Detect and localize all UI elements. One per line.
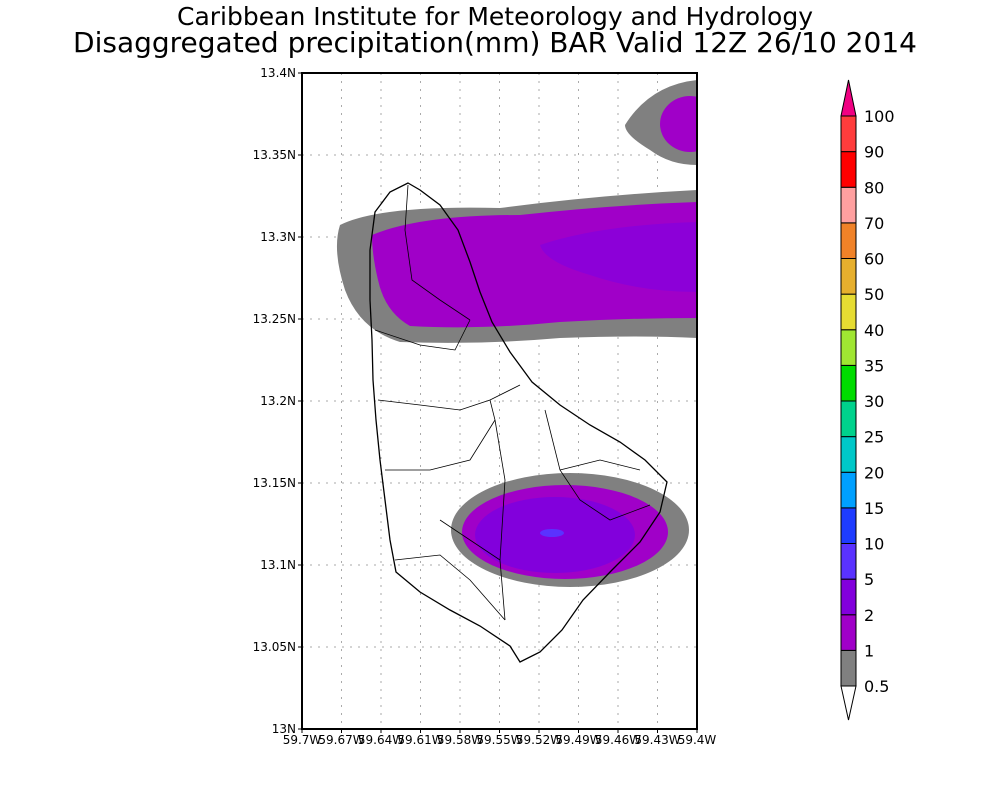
x-tick-label: 59.55W — [476, 733, 522, 747]
colorbar-box — [840, 293, 857, 331]
colorbar-label: 40 — [864, 321, 884, 340]
precip-fields — [336, 80, 697, 587]
colorbar-label: 2 — [864, 606, 874, 625]
barbados-coastline — [369, 182, 668, 663]
colorbar-label: 30 — [864, 392, 884, 411]
colorbar-box — [840, 329, 857, 366]
colorbar-label: 1 — [864, 641, 874, 660]
y-tick-label: 13.15N — [253, 476, 296, 490]
parish-boundaries — [374, 184, 651, 621]
colorbar-box — [840, 543, 857, 580]
colorbar-box — [840, 364, 857, 402]
y-tick-label: 13.3N — [260, 230, 296, 244]
colorbar-max-arrow — [840, 79, 857, 117]
x-tick-label: 59.52W — [516, 733, 562, 747]
precip-south-5-10 — [540, 529, 564, 537]
y-axis-ticks: 13N 13.05N 13.1N 13.15N 13.2N 13.25N 13.3N 13.3… — [253, 66, 302, 736]
colorbar-label: 35 — [864, 356, 884, 375]
colorbar-label: 25 — [864, 428, 884, 447]
colorbar-box — [840, 258, 857, 295]
colorbar-label: 10 — [864, 535, 884, 554]
x-tick-label: 59.58W — [437, 733, 483, 747]
y-tick-label: 13.35N — [253, 148, 296, 162]
colorbar-label: 70 — [864, 214, 884, 233]
y-tick-label: 13.2N — [260, 394, 296, 408]
institute-title: Caribbean Institute for Meteorology and … — [177, 2, 813, 31]
precip-north-2-5 — [540, 222, 697, 292]
colorbar-label: 60 — [864, 250, 884, 269]
colorbar-box — [840, 614, 857, 651]
precip-ne-1-2 — [660, 96, 697, 152]
x-tick-label: 59.64W — [358, 733, 404, 747]
x-tick-label: 59.49W — [555, 733, 601, 747]
x-tick-label: 59.46W — [595, 733, 641, 747]
colorbar-label: 0.5 — [864, 677, 889, 696]
colorbar-min-arrow — [840, 685, 857, 721]
colorbar-label: 80 — [864, 178, 884, 197]
map-title: Disaggregated precipitation(mm) BAR Vali… — [73, 26, 917, 59]
colorbar-box — [840, 471, 857, 509]
grid-lines — [302, 73, 697, 729]
y-tick-label: 13.1N — [260, 558, 296, 572]
colorbar-label: 90 — [864, 143, 884, 162]
x-axis-ticks: 59.7W59.67W59.64W59.61W59.58W59.55W59.52… — [283, 729, 717, 747]
colorbar-box — [840, 222, 857, 259]
colorbar-box — [840, 400, 857, 438]
colorbar-box — [840, 578, 857, 616]
x-tick-label: 59.4W — [678, 733, 717, 747]
colorbar-label: 100 — [864, 107, 895, 126]
colorbar-box — [840, 186, 857, 224]
colorbar-box — [840, 507, 857, 544]
colorbar-box — [840, 649, 857, 687]
x-tick-label: 59.43W — [634, 733, 680, 747]
y-tick-label: 13N — [272, 722, 296, 736]
x-tick-label: 59.61W — [397, 733, 443, 747]
colorbar-label: 15 — [864, 499, 884, 518]
x-tick-label: 59.67W — [318, 733, 364, 747]
colorbar-box — [840, 151, 857, 188]
colorbar-box — [840, 436, 857, 473]
y-tick-label: 13.4N — [260, 66, 296, 80]
colorbar-label: 20 — [864, 463, 884, 482]
colorbar-label: 5 — [864, 570, 874, 589]
y-tick-label: 13.05N — [253, 640, 296, 654]
y-tick-label: 13.25N — [253, 312, 296, 326]
x-tick-label: 59.7W — [283, 733, 322, 747]
colorbar-label: 50 — [864, 285, 884, 304]
colorbar-box — [840, 115, 857, 153]
